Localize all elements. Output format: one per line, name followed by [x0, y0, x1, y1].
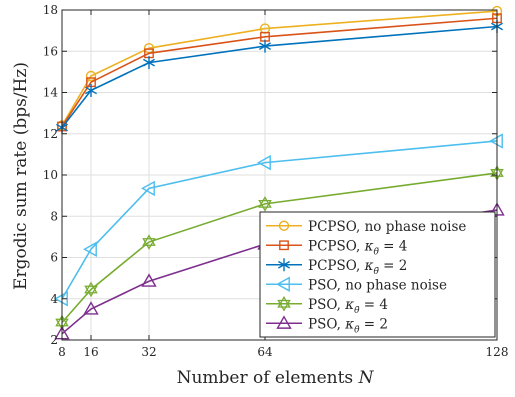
legend: PCPSO, no phase noise PCPSO, κθ̃ = 4PCPSO…	[259, 211, 496, 338]
data-point	[54, 291, 68, 307]
y-tick-label: 16	[43, 44, 58, 58]
legend-entry: PCPSO, κθ̃ = 4	[266, 238, 407, 257]
legend-entry: PSO, κθ̃ = 4	[266, 295, 388, 316]
data-point	[278, 258, 290, 272]
x-axis-label: Number of elements N	[177, 368, 375, 388]
series-4	[54, 133, 503, 307]
series-line	[61, 25, 498, 129]
series-1	[56, 5, 503, 131]
data-point	[276, 315, 292, 329]
data-point	[85, 70, 97, 82]
legend-entry: PCPSO, no phase noise	[266, 219, 466, 235]
data-point	[277, 299, 291, 312]
legend-entry: PSO, κθ̃ = 2	[266, 315, 388, 335]
y-tick-label: 14	[43, 86, 59, 100]
data-point	[142, 234, 156, 246]
axis-ticks: 8 16 32 64 128 2 4 6 8 10 12 14 16 18	[43, 3, 509, 359]
data-point	[85, 83, 97, 97]
x-tick-label: 8	[58, 345, 66, 359]
series-line	[61, 10, 498, 126]
legend-box	[259, 211, 496, 338]
data-point	[141, 180, 155, 197]
x-tick-label: 32	[141, 345, 156, 359]
y-tick-label: 10	[43, 168, 58, 182]
y-tick-label: 6	[50, 251, 58, 265]
data-point	[142, 238, 156, 250]
data-point	[489, 133, 503, 149]
data-point	[257, 154, 271, 171]
data-point	[84, 281, 98, 294]
y-axis-label: Ergodic sum rate (bps/Hz)	[11, 62, 31, 290]
y-tick-label: 18	[43, 3, 58, 17]
data-point	[258, 196, 272, 208]
data-point	[277, 295, 291, 308]
legend-label: PSO, no phase noise	[308, 277, 447, 293]
series-line	[61, 140, 498, 300]
series-line	[61, 172, 498, 323]
series-3	[56, 20, 503, 135]
y-tick-label: 12	[43, 127, 58, 141]
y-tick-label: 8	[50, 209, 58, 223]
legend-entry: PSO, no phase noise	[266, 276, 447, 293]
legend-label: PCPSO, no phase noise	[308, 219, 466, 235]
data-point	[141, 273, 157, 287]
legend-label: PSO, κθ̃ = 4	[308, 297, 388, 316]
x-tick-label: 128	[486, 345, 509, 359]
data-point	[279, 240, 289, 251]
data-point	[278, 220, 290, 231]
legend-label: PCPSO, κθ̃ = 2	[308, 258, 407, 277]
series-line	[61, 17, 498, 127]
y-tick-label: 2	[50, 333, 58, 347]
data-point	[143, 56, 155, 70]
data-point	[83, 301, 99, 315]
x-tick-label: 64	[257, 345, 273, 359]
series-5	[55, 165, 504, 331]
legend-label: PCPSO, κθ̃ = 4	[308, 238, 407, 257]
x-tick-label: 16	[83, 345, 98, 359]
legend-label: PSO, κθ̃ = 2	[308, 316, 388, 335]
data-point	[276, 276, 290, 292]
data-point	[258, 199, 272, 212]
legend-entry: PCPSO, κθ̃ = 2	[266, 258, 407, 277]
data-point	[259, 39, 271, 53]
y-tick-label: 4	[50, 292, 58, 306]
data-point	[84, 285, 98, 298]
data-point	[83, 241, 97, 257]
